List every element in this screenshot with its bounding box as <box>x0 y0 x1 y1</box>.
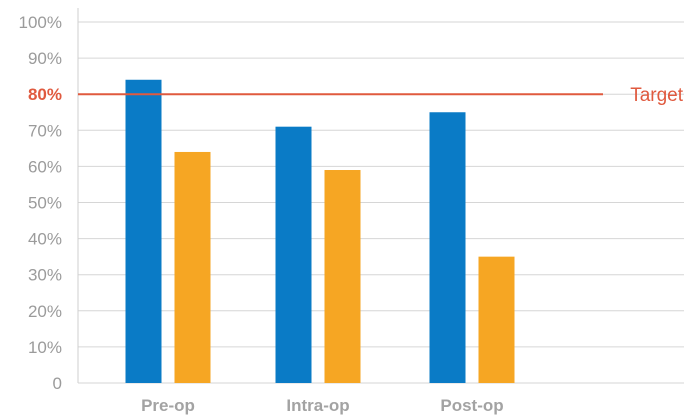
y-tick-label: 90% <box>28 49 62 68</box>
bar-intra-op-series-2 <box>324 170 361 383</box>
y-tick-label: 50% <box>28 194 62 213</box>
category-label: Pre-op <box>141 396 195 415</box>
y-tick-label: 60% <box>28 157 62 176</box>
bar-intra-op-series-1 <box>275 126 312 383</box>
y-tick-label: 0 <box>53 374 62 393</box>
y-tick-label: 70% <box>28 121 62 140</box>
category-label: Post-op <box>440 396 503 415</box>
category-label: Intra-op <box>286 396 349 415</box>
y-axis-ticks: 0 10% 20% 30% 40% 50% 60% 70% 80% 90% 100% <box>19 13 62 393</box>
bars <box>125 79 515 383</box>
bar-pre-op-series-1 <box>125 79 162 383</box>
y-tick-label: 40% <box>28 230 62 249</box>
bar-pre-op-series-2 <box>174 151 211 383</box>
y-tick-label: 100% <box>19 13 62 32</box>
target-label: Target <box>630 85 684 106</box>
bar-post-op-series-1 <box>429 112 466 383</box>
y-tick-label: 30% <box>28 266 62 285</box>
y-tick-label: 10% <box>28 338 62 357</box>
y-tick-label: 80% <box>28 85 62 104</box>
y-tick-label: 20% <box>28 302 62 321</box>
gridlines <box>78 21 684 384</box>
x-axis-categories: Pre-op Intra-op Post-op <box>141 396 504 415</box>
bar-post-op-series-2 <box>478 256 515 383</box>
